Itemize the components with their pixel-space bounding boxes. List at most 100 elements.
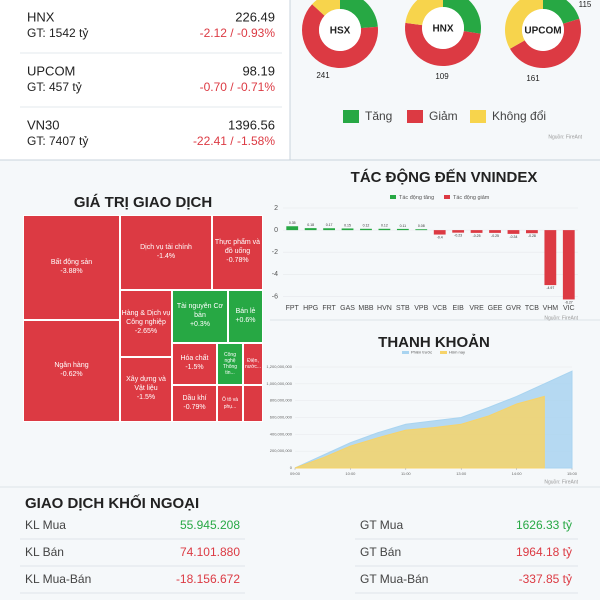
cell-change: -1.5%: [136, 393, 156, 401]
row-label: KL Mua: [25, 518, 66, 532]
chart-title: TÁC ĐỘNG ĐẾN VNINDEX: [351, 168, 538, 186]
y-tick-label: 1,200,000,000: [266, 364, 292, 369]
x-tick-label: FRT: [322, 305, 336, 312]
y-tick-label: 600,000,000: [270, 415, 293, 420]
x-tick-label: STB: [396, 305, 410, 312]
pie-slice: [509, 18, 581, 69]
source: Nguồn: FireAnt: [544, 479, 578, 485]
chart-title: THANH KHOẢN: [378, 334, 490, 351]
legend-swatch: [440, 351, 447, 354]
pie-label: 161: [526, 74, 540, 83]
y-tick-label: 0: [274, 227, 278, 234]
area: [294, 395, 545, 469]
pie-slice: [443, 0, 481, 34]
y-tick-label: 200,000,000: [270, 448, 293, 453]
cell-change: -1.4%: [156, 252, 176, 260]
y-tick-label: 0: [290, 465, 293, 470]
treemap-cell: Hàng & Dịch vụ Công nghiệp -2.65%: [120, 290, 172, 357]
index-name: VN30: [27, 117, 60, 132]
cell-change: -0.78%: [226, 256, 249, 264]
x-tick-label: VCB: [433, 305, 448, 312]
bar-label: -0.23: [454, 234, 462, 238]
y-tick-label: 2: [274, 205, 278, 212]
cell-change: -3.88%: [60, 267, 83, 275]
bar: [507, 230, 520, 234]
treemap-cell: [243, 385, 263, 422]
bar-label: -0.28: [528, 234, 536, 238]
bar-label: -4.97: [546, 286, 554, 290]
x-tick-label: 15:00: [567, 471, 578, 476]
x-tick-label: TCB: [525, 305, 539, 312]
index-gt: GT: 7407 tỷ: [27, 134, 88, 148]
row-value: 1964.18 tỷ: [516, 545, 572, 559]
x-tick-label: 14:00: [512, 471, 523, 476]
legend-swatch: [402, 351, 409, 354]
bar-label: -0.25: [473, 234, 481, 238]
bar: [526, 230, 538, 234]
pie-label: 241: [316, 71, 330, 80]
cell-name: Xây dựng và Vật liệu: [126, 376, 166, 393]
row-label: KL Bán: [25, 545, 64, 559]
treemap-cell: Dầu khí -0.79%: [172, 385, 217, 422]
treemap-cell: Công nghệ Thông tin...: [217, 343, 243, 385]
treemap-cell: Ngân hàng -0.62%: [23, 320, 120, 422]
x-tick-label: 13:00: [456, 471, 467, 476]
cell-name: Dầu khí: [182, 394, 207, 402]
treemap-cell: Ô tô và phụ...: [217, 385, 243, 422]
pie-hole: [422, 7, 464, 49]
bar: [286, 226, 299, 231]
x-tick-label: HVN: [377, 305, 392, 312]
row-value: -18.156.672: [176, 572, 240, 586]
cell-name: Công nghệ Thông tin...: [222, 351, 238, 377]
pie-slice: [404, 22, 481, 67]
cell-change: -0.79%: [183, 403, 206, 411]
cell-name: Thực phẩm và đồ uống: [214, 239, 261, 256]
bar: [415, 229, 428, 231]
bar-label: -0.34: [509, 235, 517, 239]
x-tick-label: FPT: [286, 305, 300, 312]
pie-hole: [522, 9, 564, 51]
y-tick-label: 1,000,000,000: [266, 381, 292, 386]
x-tick-label: 10:00: [345, 471, 356, 476]
bar: [470, 230, 483, 233]
pie-slice: [405, 0, 443, 26]
x-tick-label: EIB: [453, 305, 465, 312]
index-change: -2.12 / -0.93%: [200, 26, 276, 40]
bar: [452, 230, 465, 233]
pie-title: HNX: [432, 24, 453, 35]
legend-swatch: [407, 110, 423, 123]
bar: [360, 228, 372, 231]
treemap-cell: Xây dựng và Vật liệu -1.5%: [120, 357, 172, 422]
cell-change: -2.65%: [134, 327, 158, 335]
cell-name: Ngân hàng: [54, 362, 89, 370]
x-tick-label: HPG: [303, 305, 318, 312]
x-tick-label: GAS: [340, 305, 355, 312]
source: Nguồn: FireAnt: [544, 315, 578, 321]
x-tick-label: VRE: [469, 305, 484, 312]
x-tick-label: MBB: [358, 305, 374, 312]
y-tick-label: 400,000,000: [270, 431, 293, 436]
cell-name: Bất động sản: [50, 258, 93, 266]
cell-name: Hàng & Dịch vụ Công nghiệp: [121, 310, 171, 327]
bar: [489, 230, 501, 233]
index-name: UPCOM: [27, 63, 75, 78]
cell-name: Ô tô và phụ...: [221, 397, 239, 410]
treemap-cell: Điện, nước...: [243, 343, 263, 385]
bar-label: -0.4: [437, 235, 443, 239]
cell-name: Hóa chất: [180, 355, 209, 363]
bar: [323, 228, 335, 231]
index-value: 1396.56: [228, 117, 275, 132]
source: Nguồn: FireAnt: [548, 134, 582, 140]
y-tick-label: 800,000,000: [270, 398, 293, 403]
row-label: KL Mua-Bán: [25, 572, 91, 586]
x-tick-label: VIC: [563, 305, 575, 312]
legend-label: Tăng: [365, 109, 392, 123]
bar: [544, 230, 557, 286]
index-name: HNX: [27, 9, 55, 24]
row-value: -337.85 tỷ: [519, 572, 572, 586]
pie-slice: [505, 0, 543, 49]
legend-swatch: [343, 110, 359, 123]
bar: [341, 228, 354, 231]
